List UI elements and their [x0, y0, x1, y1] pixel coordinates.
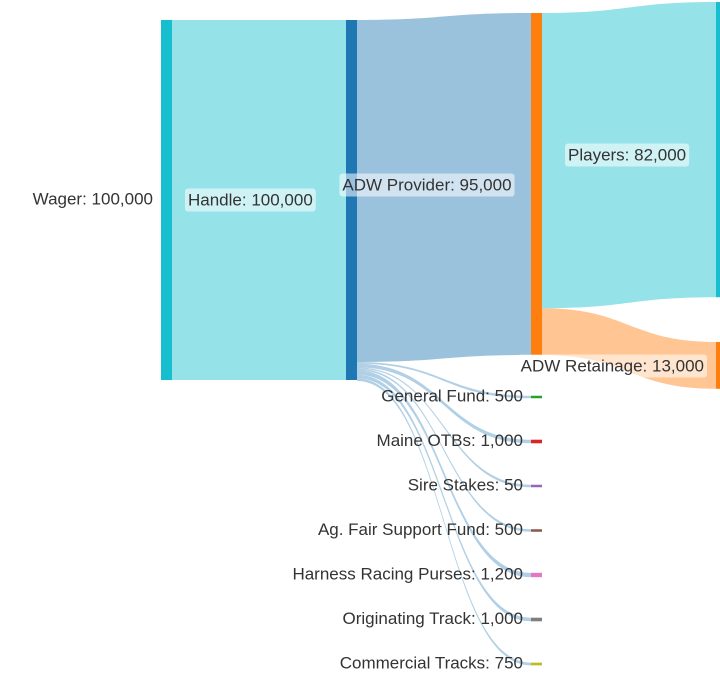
node-label-bg-players [565, 143, 690, 167]
sankey-node-sire[interactable] [531, 484, 542, 488]
sankey-links [172, 2, 716, 666]
node-label-text-wager: Wager: 100,000 [33, 189, 153, 208]
node-label-text-sire: Sire Stakes: 50 [408, 475, 523, 494]
node-label-bg-adw [339, 173, 515, 197]
sankey-node-retainage[interactable] [716, 342, 720, 389]
node-label-handle: Handle: 100,000 [185, 188, 316, 212]
sankey-node-otbs[interactable] [531, 439, 542, 444]
node-label-text-handle: Handle: 100,000 [188, 190, 313, 209]
node-label-harness: Harness Racing Purses: 1,200 [292, 564, 523, 583]
sankey-node-players[interactable] [716, 2, 720, 298]
node-label-text-agfair: Ag. Fair Support Fund: 500 [318, 520, 523, 539]
node-label-text-otbs: Maine OTBs: 1,000 [377, 431, 523, 450]
sankey-node-wager[interactable] [161, 20, 172, 380]
node-label-text-retainage: ADW Retainage: 13,000 [521, 356, 704, 375]
node-label-text-harness: Harness Racing Purses: 1,200 [292, 564, 523, 583]
sankey-link-handle-agfair[interactable] [357, 368, 531, 532]
sankey-node-handle[interactable] [346, 20, 357, 380]
node-label-players: Players: 82,000 [565, 143, 690, 167]
node-label-text-players: Players: 82,000 [568, 145, 686, 164]
sankey-link-handle-otbs[interactable] [357, 363, 531, 444]
sankey-labels: Wager: 100,000 Handle: 100,000 ADW Provide… [33, 143, 707, 672]
node-label-otbs: Maine OTBs: 1,000 [377, 431, 523, 450]
sankey-link-handle-general[interactable] [357, 362, 531, 399]
sankey-nodes [161, 2, 720, 666]
sankey-link-handle-sire[interactable] [357, 367, 531, 488]
node-label-sire: Sire Stakes: 50 [408, 475, 523, 494]
sankey-node-harness[interactable] [531, 572, 542, 578]
sankey-link-handle-commercial[interactable] [357, 378, 531, 666]
node-label-text-originating: Originating Track: 1,000 [343, 609, 523, 628]
sankey-node-general[interactable] [531, 395, 542, 399]
node-label-text-adw: ADW Provider: 95,000 [342, 175, 511, 194]
node-label-wager: Wager: 100,000 [33, 189, 153, 208]
node-label-retainage: ADW Retainage: 13,000 [517, 354, 707, 378]
node-label-bg-retainage [517, 354, 707, 378]
node-label-bg-handle [185, 188, 316, 212]
node-label-originating: Originating Track: 1,000 [343, 609, 523, 628]
sankey-node-adw[interactable] [531, 13, 542, 355]
sankey-link-handle-originating[interactable] [357, 374, 531, 622]
node-label-agfair: Ag. Fair Support Fund: 500 [318, 520, 523, 539]
node-label-adw: ADW Provider: 95,000 [339, 173, 515, 197]
node-label-text-general: General Fund: 500 [381, 386, 523, 405]
sankey-link-handle-harness[interactable] [357, 370, 531, 578]
sankey-node-commercial[interactable] [531, 662, 542, 666]
node-label-general: General Fund: 500 [381, 386, 523, 405]
node-label-text-commercial: Commercial Tracks: 750 [340, 653, 523, 672]
node-label-commercial: Commercial Tracks: 750 [340, 653, 523, 672]
sankey-node-agfair[interactable] [531, 529, 542, 532]
sankey-node-originating[interactable] [531, 617, 542, 622]
